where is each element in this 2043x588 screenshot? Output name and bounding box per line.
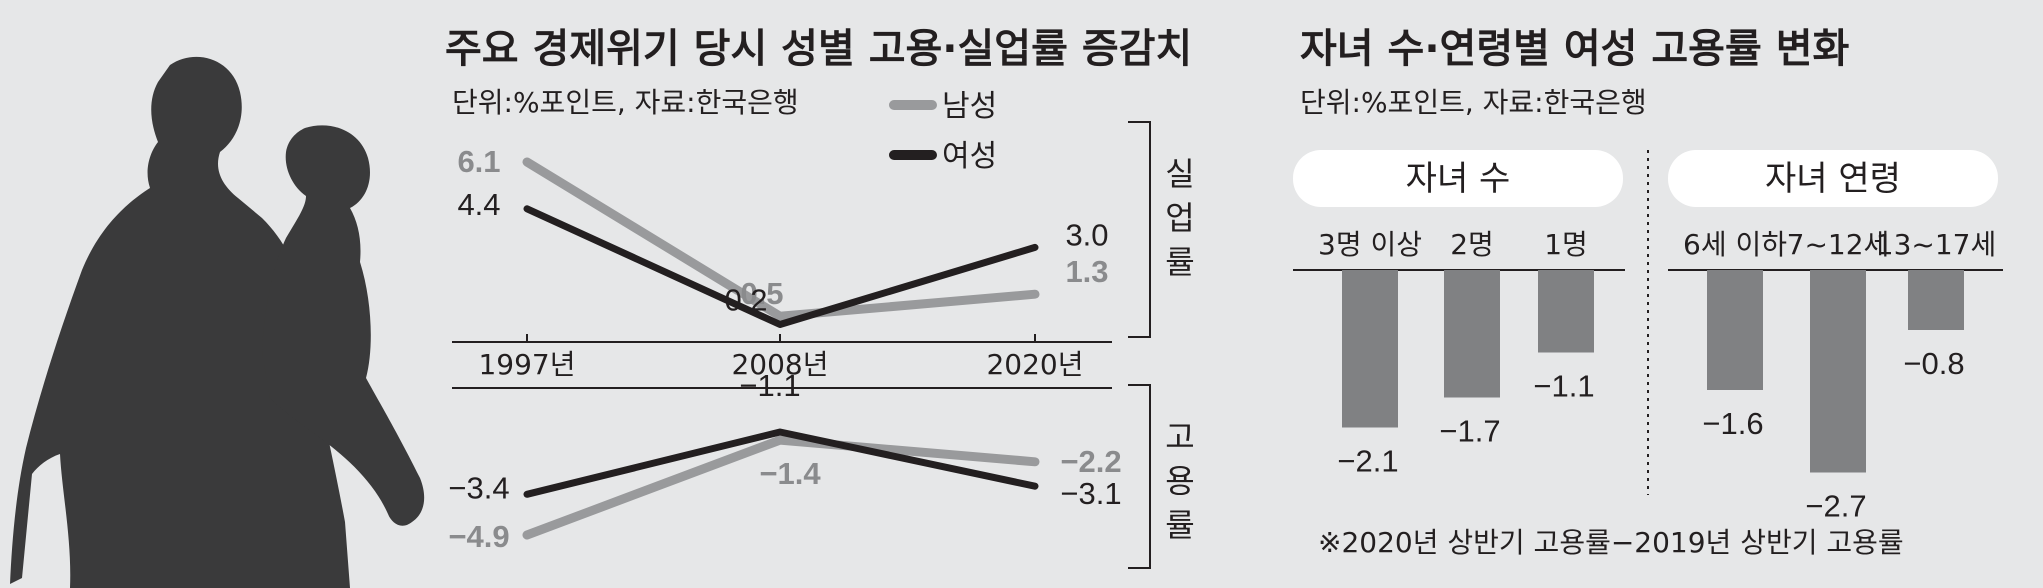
child-silhouette: [262, 125, 425, 526]
employment-line-male: [522, 435, 1040, 540]
children-count-category-0: 3명 이상: [1318, 228, 1422, 261]
employment-value-female-2: −3.1: [1060, 476, 1121, 511]
children-age-value-1: −2.7: [1805, 489, 1866, 524]
right-chart-subtitle: 단위:%포인트, 자료:한국은행: [1300, 86, 1647, 119]
children-age-bar-2: [1908, 270, 1964, 330]
group-pill-age: [1668, 150, 1998, 207]
children-count-value-2: −1.1: [1533, 369, 1594, 404]
group-label-count: 자녀 수: [1406, 159, 1511, 199]
unemployment-bracket: [1128, 121, 1151, 338]
children-age-value-2: −0.8: [1903, 346, 1964, 381]
unemployment-label-3: 률: [1165, 243, 1194, 281]
children-count-bar-2: [1538, 270, 1594, 353]
employment-label-1: 고: [1165, 418, 1194, 456]
legend-male-label: 남성: [942, 89, 997, 124]
unemployment-value-female-1: 0.2: [724, 282, 767, 317]
children-count-category-1: 2명: [1450, 228, 1494, 261]
footnote: ※2020년 상반기 고용률−2019년 상반기 고용률: [1318, 526, 1904, 559]
employment-label-3: 률: [1165, 506, 1194, 544]
unemployment-value-female-0: 4.4: [457, 187, 500, 222]
children-count-bar-0: [1342, 270, 1398, 428]
employment-line-female: [523, 428, 1039, 498]
employment-value-male-0: −4.9: [448, 519, 509, 554]
right-chart: 자녀 수·연령별 여성 고용률 변화 단위:%포인트, 자료:한국은행 자녀 수…: [1293, 26, 2003, 559]
unemployment-label-1: 실: [1165, 155, 1194, 193]
group-label-age: 자녀 연령: [1765, 159, 1901, 199]
employment-value-male-1: −1.4: [759, 456, 821, 491]
legend: 남성 여성: [889, 89, 997, 174]
right-chart-title: 자녀 수·연령별 여성 고용률 변화: [1300, 26, 1849, 72]
unemployment-value-female-2: 3.0: [1065, 217, 1108, 252]
left-chart: 주요 경제위기 당시 성별 고용·실업률 증감치 단위:%포인트, 자료:한국은…: [445, 26, 1195, 569]
employment-value-male-2: −2.2: [1060, 444, 1121, 479]
x-tick-label-1997: 1997년: [478, 348, 575, 381]
unemployment-line-female: [523, 205, 1039, 328]
unemployment-line-male: [522, 157, 1040, 321]
left-chart-title: 주요 경제위기 당시 성별 고용·실업률 증감치: [445, 26, 1192, 72]
x-tick-label-2008: 2008년: [731, 348, 828, 381]
group-pill-count: [1293, 150, 1623, 207]
employment-bracket: [1128, 384, 1151, 569]
children-count-bar-1: [1444, 270, 1500, 398]
line-series: 6.1 0.5 1.3 4.4 0.2 3.0 −4.9 −1.4 −2.2 −3.4 −1.1 −3…: [448, 144, 1121, 554]
legend-female-label: 여성: [942, 139, 997, 174]
bar-series: 3명 이상 −2.1 2명 −1.7 1명 −1.1 6세 이하 −1.6 7~12세 −2.7 1…: [1318, 228, 1996, 524]
employment-value-female-1: −1.1: [739, 368, 800, 403]
x-tick-label-2020: 2020년: [986, 348, 1083, 381]
employment-label-2: 용: [1165, 462, 1194, 500]
children-age-category-2: 13~17세: [1876, 228, 1996, 261]
children-count-value-1: −1.7: [1439, 414, 1500, 449]
employment-value-female-0: −3.4: [448, 470, 509, 505]
unemployment-label-2: 업: [1165, 199, 1194, 237]
mother-silhouette: [10, 56, 350, 588]
children-age-category-1: 7~12세: [1787, 228, 1890, 261]
children-age-bar-0: [1707, 270, 1763, 390]
unemployment-value-male-0: 6.1: [457, 144, 500, 179]
mother-child-silhouette: [10, 56, 425, 588]
left-chart-subtitle: 단위:%포인트, 자료:한국은행: [452, 86, 799, 119]
children-count-category-2: 1명: [1544, 228, 1588, 261]
children-age-bar-1: [1810, 270, 1866, 473]
children-count-value-0: −2.1: [1337, 444, 1398, 479]
unemployment-value-male-2: 1.3: [1065, 254, 1108, 289]
children-age-category-0: 6세 이하: [1683, 228, 1787, 261]
unemployment-value-male-1: 0.5: [740, 276, 783, 311]
children-age-value-0: −1.6: [1702, 406, 1763, 441]
